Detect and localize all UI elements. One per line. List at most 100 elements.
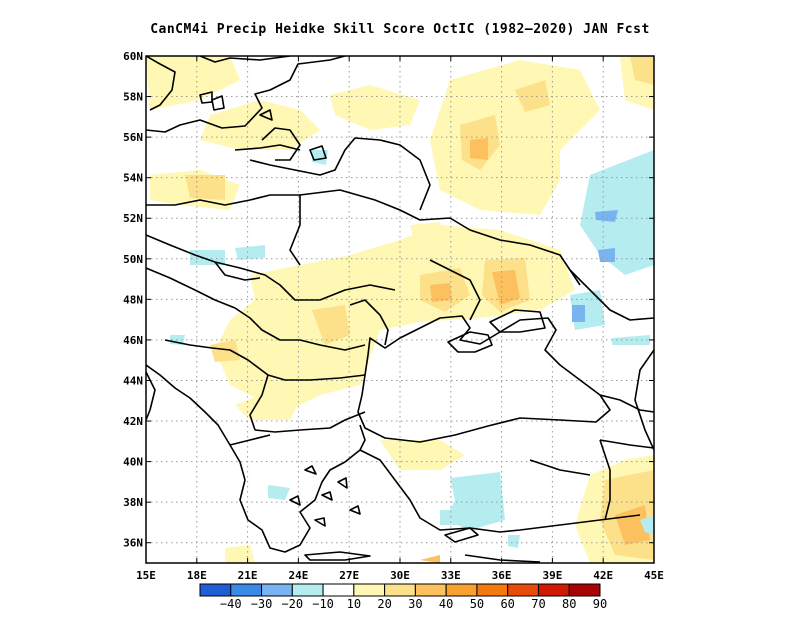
shade-positive-region xyxy=(430,60,600,215)
lon-tick-label: 33E xyxy=(441,569,461,582)
colorbar-label: −30 xyxy=(251,597,273,611)
colorbar-swatch xyxy=(291,583,324,597)
shade-positive-region xyxy=(410,222,445,245)
country-border xyxy=(359,424,366,451)
colorbar-label: 90 xyxy=(593,597,607,611)
colorbar-label: 10 xyxy=(347,597,361,611)
colorbar-swatch xyxy=(353,583,386,597)
shade-positive-region xyxy=(225,545,255,563)
shade-30-40 xyxy=(430,283,452,302)
lon-tick-label: 36E xyxy=(492,569,512,582)
shade-positive-region xyxy=(380,440,465,470)
shade-negative-strong xyxy=(595,210,618,222)
country-border xyxy=(529,459,591,476)
axis-ticks: 15E 18E 21E 24E 27E 30E 33E 36E 39E 42E 45E 36N 38N 4… xyxy=(123,50,664,582)
coastlines-and-borders xyxy=(146,56,654,563)
country-border xyxy=(464,554,541,563)
colorbar-swatch xyxy=(230,583,263,597)
shade-20-30 xyxy=(210,340,240,362)
lat-tick-label: 54N xyxy=(123,172,143,185)
country-border xyxy=(270,194,301,266)
gulf-of-riga xyxy=(261,127,301,161)
lat-tick-label: 58N xyxy=(123,91,143,104)
country-border xyxy=(379,139,431,211)
shade-negative-region xyxy=(508,535,520,548)
lat-tick-label: 60N xyxy=(123,50,143,63)
lon-tick-label: 39E xyxy=(542,569,562,582)
country-border xyxy=(234,307,366,351)
shade-30-40 xyxy=(470,138,488,160)
lon-tick-label: 15E xyxy=(136,569,156,582)
lat-tick-label: 36N xyxy=(123,537,143,550)
colorbar-label: −10 xyxy=(312,597,334,611)
country-border xyxy=(146,234,396,301)
country-border xyxy=(599,439,654,449)
river-dnieper xyxy=(429,259,481,321)
lon-tick-label: 30E xyxy=(390,569,410,582)
shade-20-30 xyxy=(312,305,350,345)
black-sea-coast xyxy=(357,315,611,443)
colorbar-swatch xyxy=(507,583,539,597)
shade-20-30 xyxy=(515,80,550,112)
shade-30-40 xyxy=(420,555,440,563)
country-border xyxy=(299,189,581,286)
crete-coast xyxy=(304,551,371,561)
lat-tick-label: 40N xyxy=(123,456,143,469)
colorbar-label: 20 xyxy=(377,597,391,611)
country-border xyxy=(267,374,366,381)
colorbar: −40 −30 −20 −10 10 20 30 40 50 60 70 80 90 xyxy=(199,583,607,611)
country-border xyxy=(214,261,261,281)
colorbar-swatch xyxy=(445,583,478,597)
colorbar-label: 70 xyxy=(531,597,545,611)
scandinavia-coast xyxy=(146,56,176,111)
shade-negative-region xyxy=(190,250,225,265)
lon-tick-label: 42E xyxy=(593,569,613,582)
country-border xyxy=(164,339,269,376)
lat-tick-label: 50N xyxy=(123,253,143,266)
shade-positive-region xyxy=(200,100,320,150)
colorbar-label: 60 xyxy=(500,597,514,611)
shade-negative-strong xyxy=(572,305,585,322)
lat-tick-label: 48N xyxy=(123,293,143,306)
shade-positive-region xyxy=(215,225,575,410)
shade-negative-region xyxy=(268,485,290,500)
lon-tick-label: 45E xyxy=(644,569,664,582)
colorbar-label: −20 xyxy=(281,597,303,611)
country-border xyxy=(249,137,381,176)
shade-30-40 xyxy=(615,505,650,545)
finland-coast xyxy=(199,56,291,63)
country-border xyxy=(249,374,269,431)
colorbar-swatch xyxy=(261,583,293,597)
country-border xyxy=(146,267,236,309)
lake-outline xyxy=(199,91,327,161)
shade-20-30 xyxy=(185,175,225,200)
country-border xyxy=(234,144,301,151)
crimea-coast xyxy=(447,331,493,353)
greece-coast xyxy=(239,449,361,553)
lon-tick-label: 24E xyxy=(288,569,308,582)
lon-tick-label: 18E xyxy=(187,569,207,582)
map-title: CanCM4i Precip Heidke Skill Score OctIC … xyxy=(150,22,650,37)
country-border xyxy=(349,299,389,346)
italy-coast xyxy=(146,371,156,421)
country-border xyxy=(599,439,611,521)
colorbar-swatch xyxy=(322,583,355,597)
lon-tick-label: 27E xyxy=(339,569,359,582)
baltic-islands xyxy=(211,95,273,121)
country-border xyxy=(254,411,366,433)
colorbar-label: −40 xyxy=(220,597,242,611)
turkey-coast xyxy=(359,449,641,533)
colorbar-label: 50 xyxy=(470,597,484,611)
shade-positive-region xyxy=(330,85,420,130)
colorbar-swatch xyxy=(414,583,447,597)
colorbar-swatch xyxy=(568,583,601,597)
skill-shading xyxy=(146,56,654,563)
lat-tick-label: 56N xyxy=(123,131,143,144)
country-border xyxy=(599,394,654,413)
colorbar-label: 40 xyxy=(439,597,453,611)
aegean-islands xyxy=(289,465,361,527)
shade-negative-strong xyxy=(598,248,615,262)
baltic-coast xyxy=(146,56,346,133)
lat-tick-label: 52N xyxy=(123,212,143,225)
